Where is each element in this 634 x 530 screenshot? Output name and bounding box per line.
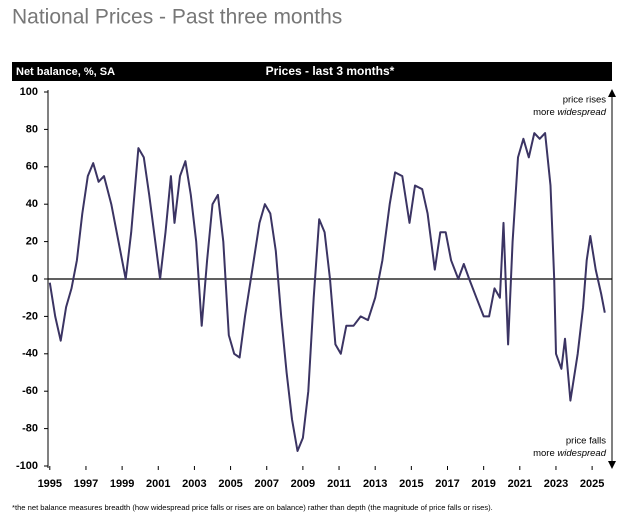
annotation: price rises	[563, 95, 607, 106]
y-tick-label: 100	[20, 86, 38, 98]
x-tick-label: 2001	[146, 478, 170, 490]
x-tick-label: 2009	[291, 478, 315, 490]
x-tick-label: 2013	[363, 478, 387, 490]
header-bar	[12, 62, 612, 81]
subtitle: Prices - last 3 months*	[266, 64, 395, 78]
x-tick-label: 2023	[544, 478, 568, 490]
y-tick-label: -100	[16, 460, 38, 472]
x-tick-label: 2005	[218, 478, 242, 490]
x-tick-label: 2025	[580, 478, 604, 490]
annotation: more widespread	[533, 448, 607, 459]
y-tick-label: -20	[22, 310, 38, 322]
y-tick-label: -80	[22, 423, 38, 435]
y-tick-label: -60	[22, 385, 38, 397]
x-tick-label: 1995	[38, 478, 62, 490]
y-tick-label: 80	[26, 123, 38, 135]
annotation: price falls	[566, 436, 606, 447]
annotation: more	[533, 448, 555, 459]
x-tick-label: 2003	[182, 478, 206, 490]
y-tick-label: 60	[26, 161, 38, 173]
annotation: more	[533, 107, 555, 118]
y-tick-label: 40	[26, 198, 38, 210]
y-tick-label: -40	[22, 348, 38, 360]
y-tick-label: 20	[26, 236, 38, 248]
x-tick-label: 2011	[327, 478, 351, 490]
footnote: *the net balance measures breadth (how w…	[12, 503, 493, 512]
x-tick-label: 2019	[471, 478, 495, 490]
x-tick-label: 1997	[74, 478, 98, 490]
annotation: widespread	[557, 448, 606, 459]
y-axis-label: Net balance, %, SA	[16, 66, 115, 78]
series-line	[48, 132, 606, 452]
x-tick-label: 2021	[508, 478, 532, 490]
annotation: widespread	[557, 107, 606, 118]
x-tick-label: 2007	[254, 478, 278, 490]
x-tick-label: 1999	[110, 478, 134, 490]
x-tick-label: 2017	[435, 478, 459, 490]
y-tick-label: 0	[32, 273, 38, 285]
x-tick-label: 2015	[399, 478, 423, 490]
annotation: more widespread	[533, 107, 607, 118]
chart-title: National Prices - Past three months	[12, 6, 342, 29]
